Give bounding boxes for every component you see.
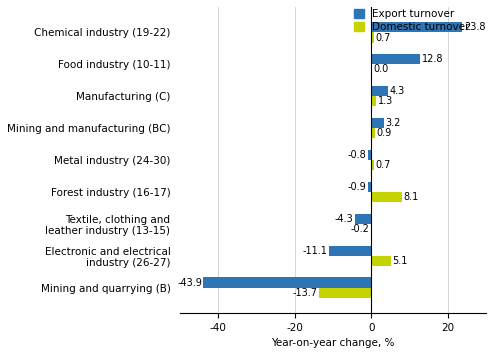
Text: -0.8: -0.8 (348, 150, 367, 160)
Text: -43.9: -43.9 (177, 278, 202, 288)
Bar (355, 214, 371, 224)
Legend: Export turnover, Domestic turnover: Export turnover, Domestic turnover (353, 9, 470, 32)
Bar (371, 96, 376, 107)
Bar (371, 256, 391, 266)
Bar (371, 192, 402, 202)
Text: 1.3: 1.3 (378, 96, 393, 106)
Text: -11.1: -11.1 (303, 246, 327, 256)
X-axis label: Year-on-year change, %: Year-on-year change, % (272, 338, 395, 348)
Text: -0.2: -0.2 (350, 224, 369, 234)
Bar (371, 128, 375, 138)
Text: 8.1: 8.1 (404, 192, 419, 202)
Text: 12.8: 12.8 (422, 54, 443, 64)
Text: -13.7: -13.7 (292, 288, 317, 298)
Bar (319, 288, 371, 298)
Text: -4.3: -4.3 (335, 214, 353, 224)
Text: 23.8: 23.8 (464, 22, 486, 32)
Bar (371, 86, 388, 96)
Bar (371, 160, 374, 170)
Text: 0.7: 0.7 (376, 32, 391, 42)
Bar (371, 22, 462, 32)
Bar (368, 150, 371, 160)
Text: 3.2: 3.2 (385, 118, 400, 128)
Bar (371, 32, 374, 43)
Text: 4.3: 4.3 (389, 86, 405, 96)
Text: -0.9: -0.9 (348, 182, 366, 192)
Bar (368, 182, 371, 192)
Bar (371, 118, 384, 128)
Text: 0.0: 0.0 (373, 64, 388, 75)
Text: 5.1: 5.1 (392, 256, 408, 266)
Bar (204, 278, 371, 288)
Text: 0.9: 0.9 (376, 128, 391, 138)
Bar (371, 54, 421, 64)
Text: 0.7: 0.7 (376, 160, 391, 170)
Bar (329, 246, 371, 256)
